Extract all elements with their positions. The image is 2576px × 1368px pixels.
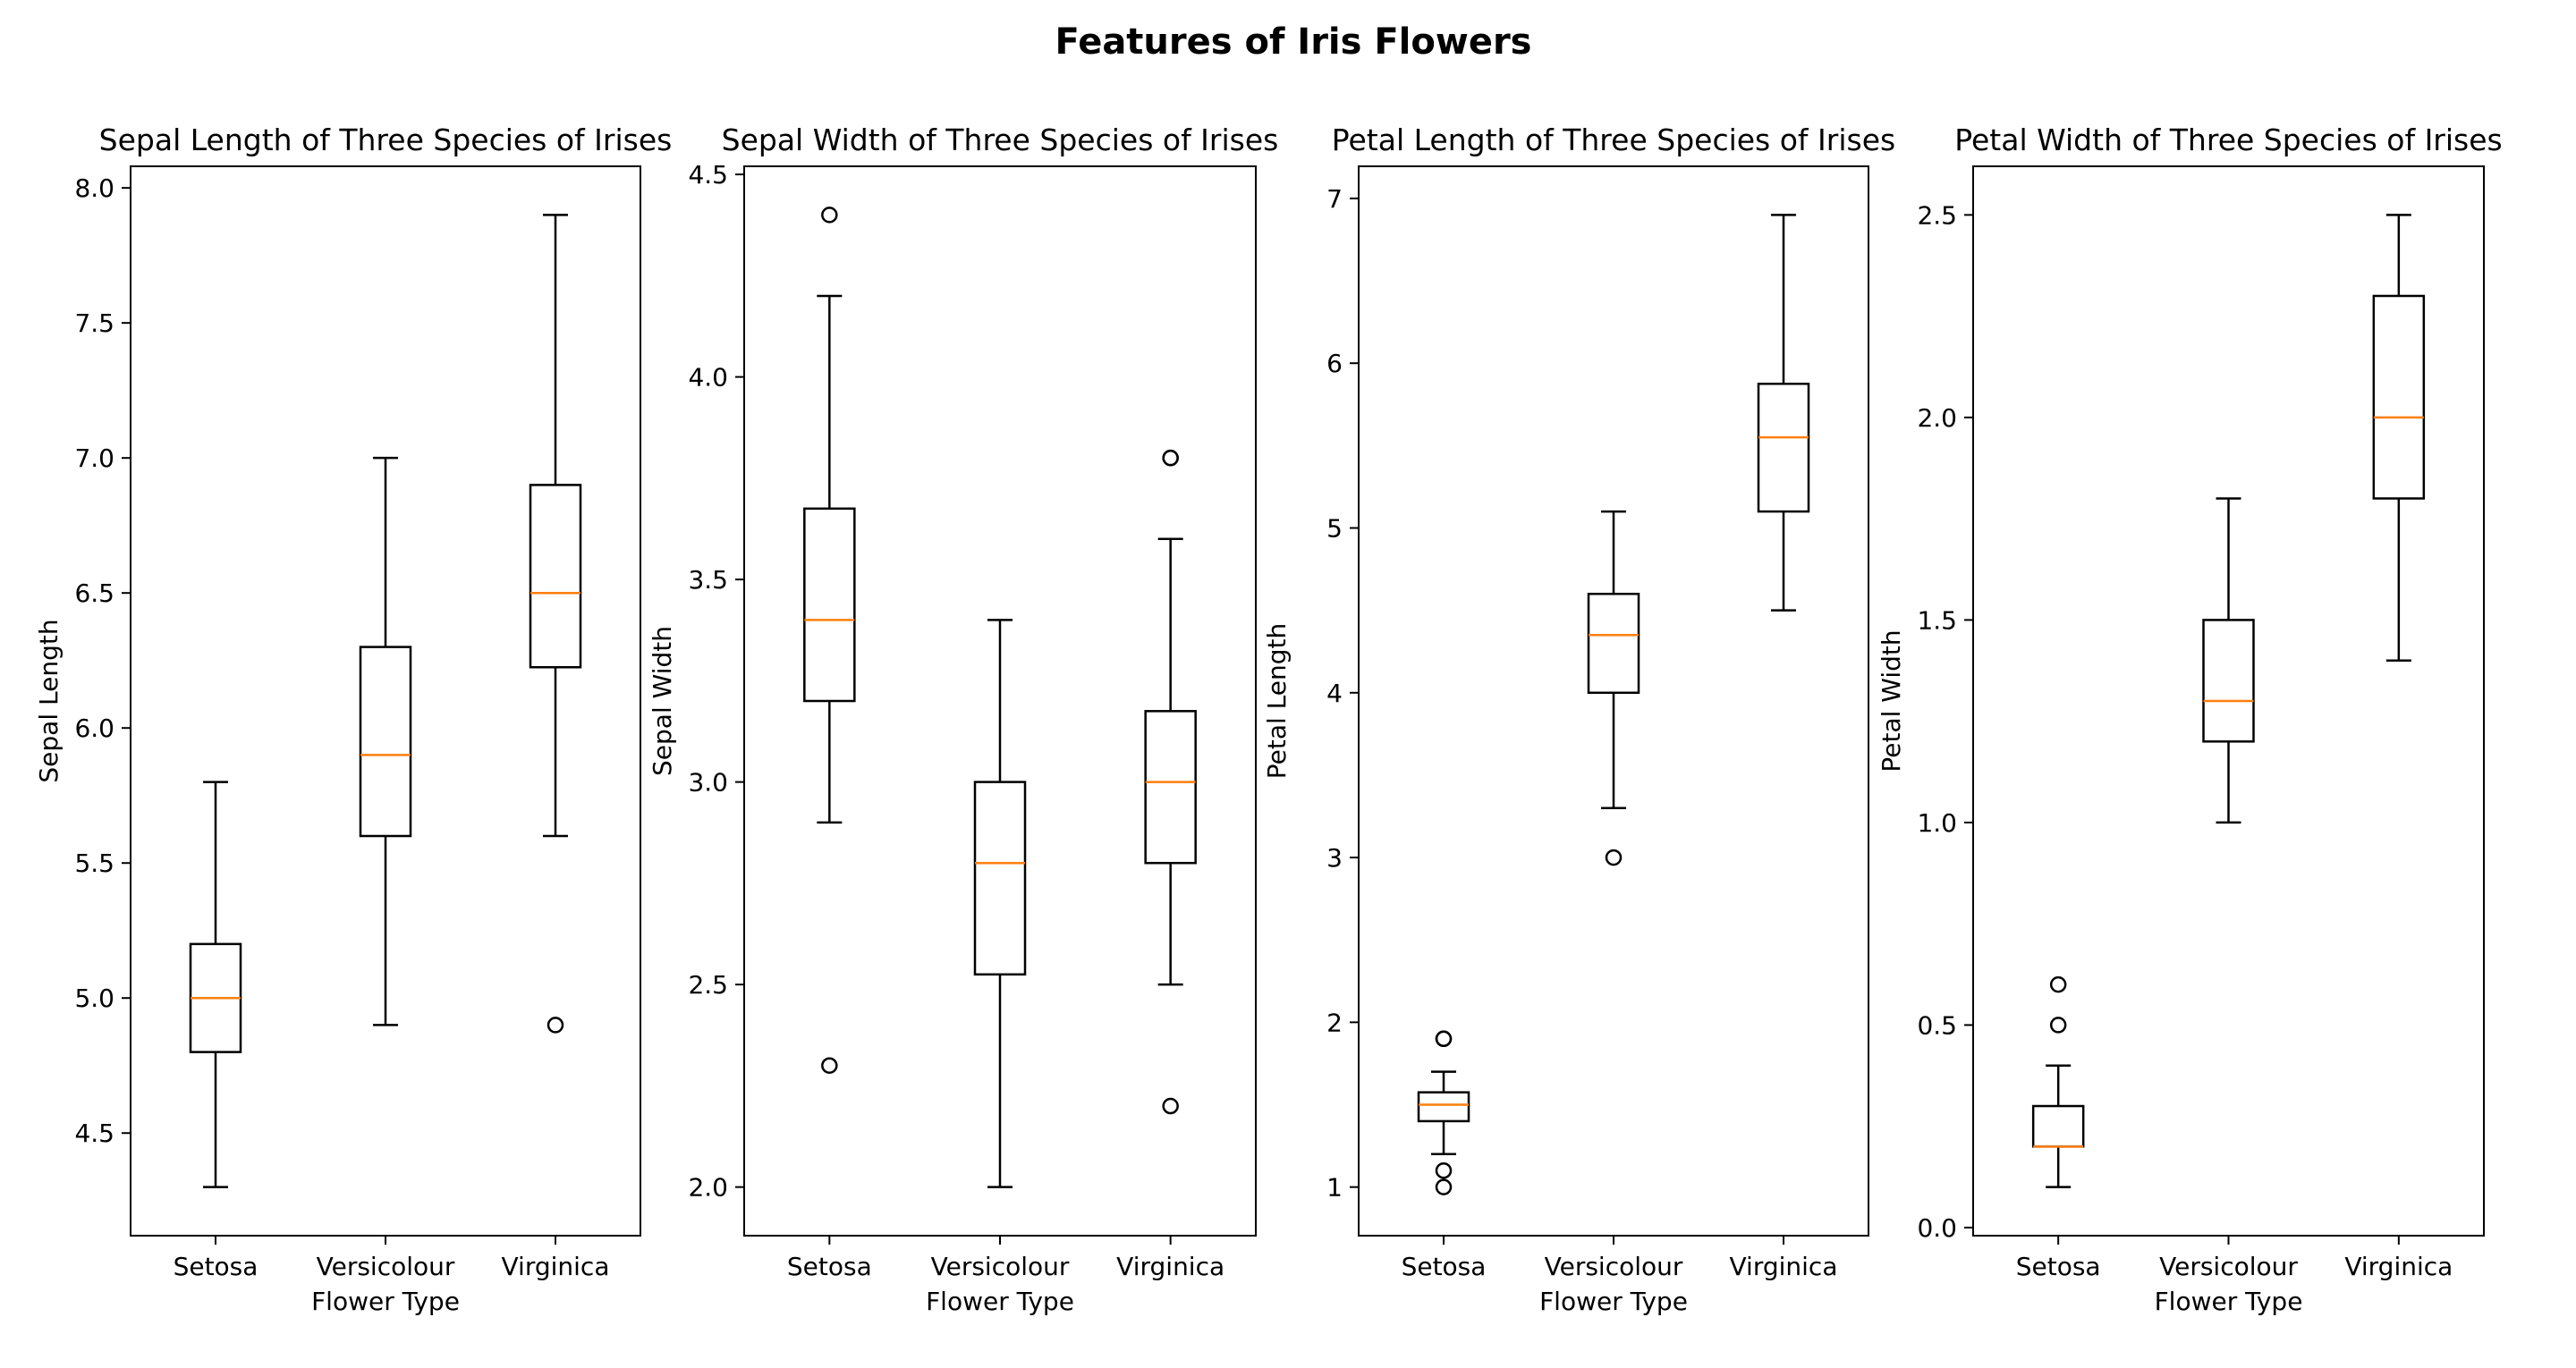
panels: Sepal Length of Three Species of Irises 4… [34,122,2503,1316]
iqr-box [359,646,412,838]
y-tick-label: 4.5 [74,1119,114,1148]
box-setosa [189,781,242,1188]
panel-title: Sepal Length of Three Species of Irises [99,122,673,157]
y-axis-label: Sepal Width [648,626,677,776]
y-tick-label: 3.5 [688,565,728,595]
plot-frame [1358,165,1869,1237]
outlier-point [821,1057,838,1074]
outlier-point [1162,1097,1179,1115]
iqr-box [2031,1104,2085,1148]
outlier-point [1435,1030,1453,1048]
y-tick-label: 5.5 [74,849,114,878]
y-tick-label: 2.0 [688,1173,728,1203]
x-tick-label: Setosa [1402,1252,1487,1281]
outlier-point [2049,975,2067,993]
x-axis-label: Flower Type [1539,1287,1688,1316]
outlier-point [1605,849,1623,866]
y-tick-label: 3 [1326,843,1343,873]
y-tick-label: 7.5 [74,308,114,338]
y-tick-label: 1.5 [1917,605,1957,635]
box-virginica [1757,214,1810,612]
iqr-box [803,507,856,703]
box-virginica [1144,449,1197,1115]
outlier-point [821,207,838,224]
figure-title: Features of Iris Flowers [1055,21,1531,63]
chart-panel-1: Sepal Length of Three Species of Irises 4… [34,122,672,1316]
x-tick-label: Setosa [174,1252,258,1281]
chart-panel-4: Petal Width of Three Species of Irises 0.… [1877,122,2503,1316]
outlier-point [1435,1161,1453,1179]
y-tick-label: 4.5 [688,160,728,190]
y-tick-label: 0.5 [1917,1010,1957,1040]
outlier-point [1162,449,1179,467]
y-axis-label: Petal Width [1877,629,1906,772]
box-setosa [2031,975,2085,1188]
y-tick-label: 6 [1326,349,1343,378]
y-tick-label: 7.0 [74,443,114,473]
panel-title: Petal Width of Three Species of Irises [1954,122,2502,157]
y-tick-label: 7 [1326,184,1343,214]
panel-title: Petal Length of Three Species of Irises [1332,122,1895,157]
plot-frame [743,165,1257,1237]
y-tick-label: 2.5 [1917,200,1957,230]
box-setosa [803,207,856,1074]
y-axis-label: Petal Length [1262,623,1292,780]
y-tick-label: 0.0 [1917,1213,1957,1243]
x-tick-label: Virginica [1116,1252,1224,1281]
outlier-point [1435,1178,1453,1195]
x-tick-label: Virginica [502,1252,610,1281]
iqr-box [1587,592,1640,695]
iqr-box [2372,294,2426,500]
x-tick-label: Versicolour [317,1252,455,1281]
y-tick-label: 2 [1326,1008,1343,1037]
box-virginica [2372,214,2426,662]
box-versicolour [1587,510,1640,866]
y-tick-label: 4 [1326,679,1343,708]
y-axis-label: Sepal Length [34,619,64,782]
x-tick-label: Versicolour [1545,1252,1683,1281]
y-tick-label: 3.0 [688,768,728,798]
x-tick-label: Virginica [1730,1252,1838,1281]
x-axis-label: Flower Type [2155,1287,2303,1316]
box-versicolour [2202,497,2255,824]
x-tick-label: Versicolour [2159,1252,2298,1281]
panel-title: Sepal Width of Three Species of Irises [722,122,1279,157]
iqr-box [2202,619,2255,743]
y-tick-label: 5 [1326,514,1343,544]
y-tick-label: 5.0 [74,984,114,1013]
plot-frame [1972,165,2485,1237]
x-axis-label: Flower Type [926,1287,1074,1316]
x-tick-label: Setosa [2016,1252,2101,1281]
iqr-box [973,781,1027,976]
box-versicolour [973,619,1027,1188]
plot-frame [130,165,641,1237]
x-tick-label: Versicolour [931,1252,1070,1281]
y-tick-label: 1 [1326,1173,1343,1203]
chart-panel-3: Petal Length of Three Species of Irises 1… [1262,122,1895,1316]
x-tick-label: Virginica [2344,1252,2453,1281]
iqr-box [1757,383,1810,513]
box-versicolour [359,456,412,1026]
iqr-box [1144,710,1197,865]
y-tick-label: 4.0 [688,363,728,393]
y-tick-label: 1.0 [1917,808,1957,838]
y-tick-label: 6.5 [74,578,114,608]
box-virginica [529,214,582,1034]
y-tick-label: 2.0 [1917,403,1957,433]
x-axis-label: Flower Type [311,1287,460,1316]
chart-panel-2: Sepal Width of Three Species of Irises 2.… [648,122,1278,1316]
y-tick-label: 6.0 [74,714,114,743]
outlier-point [2049,1017,2067,1034]
outlier-point [547,1017,564,1034]
iqr-box [1417,1091,1470,1123]
box-setosa [1417,1030,1470,1195]
y-tick-label: 2.5 [688,970,728,1000]
y-tick-label: 8.0 [74,173,114,203]
iqr-box [529,484,582,669]
x-tick-label: Setosa [787,1252,872,1281]
